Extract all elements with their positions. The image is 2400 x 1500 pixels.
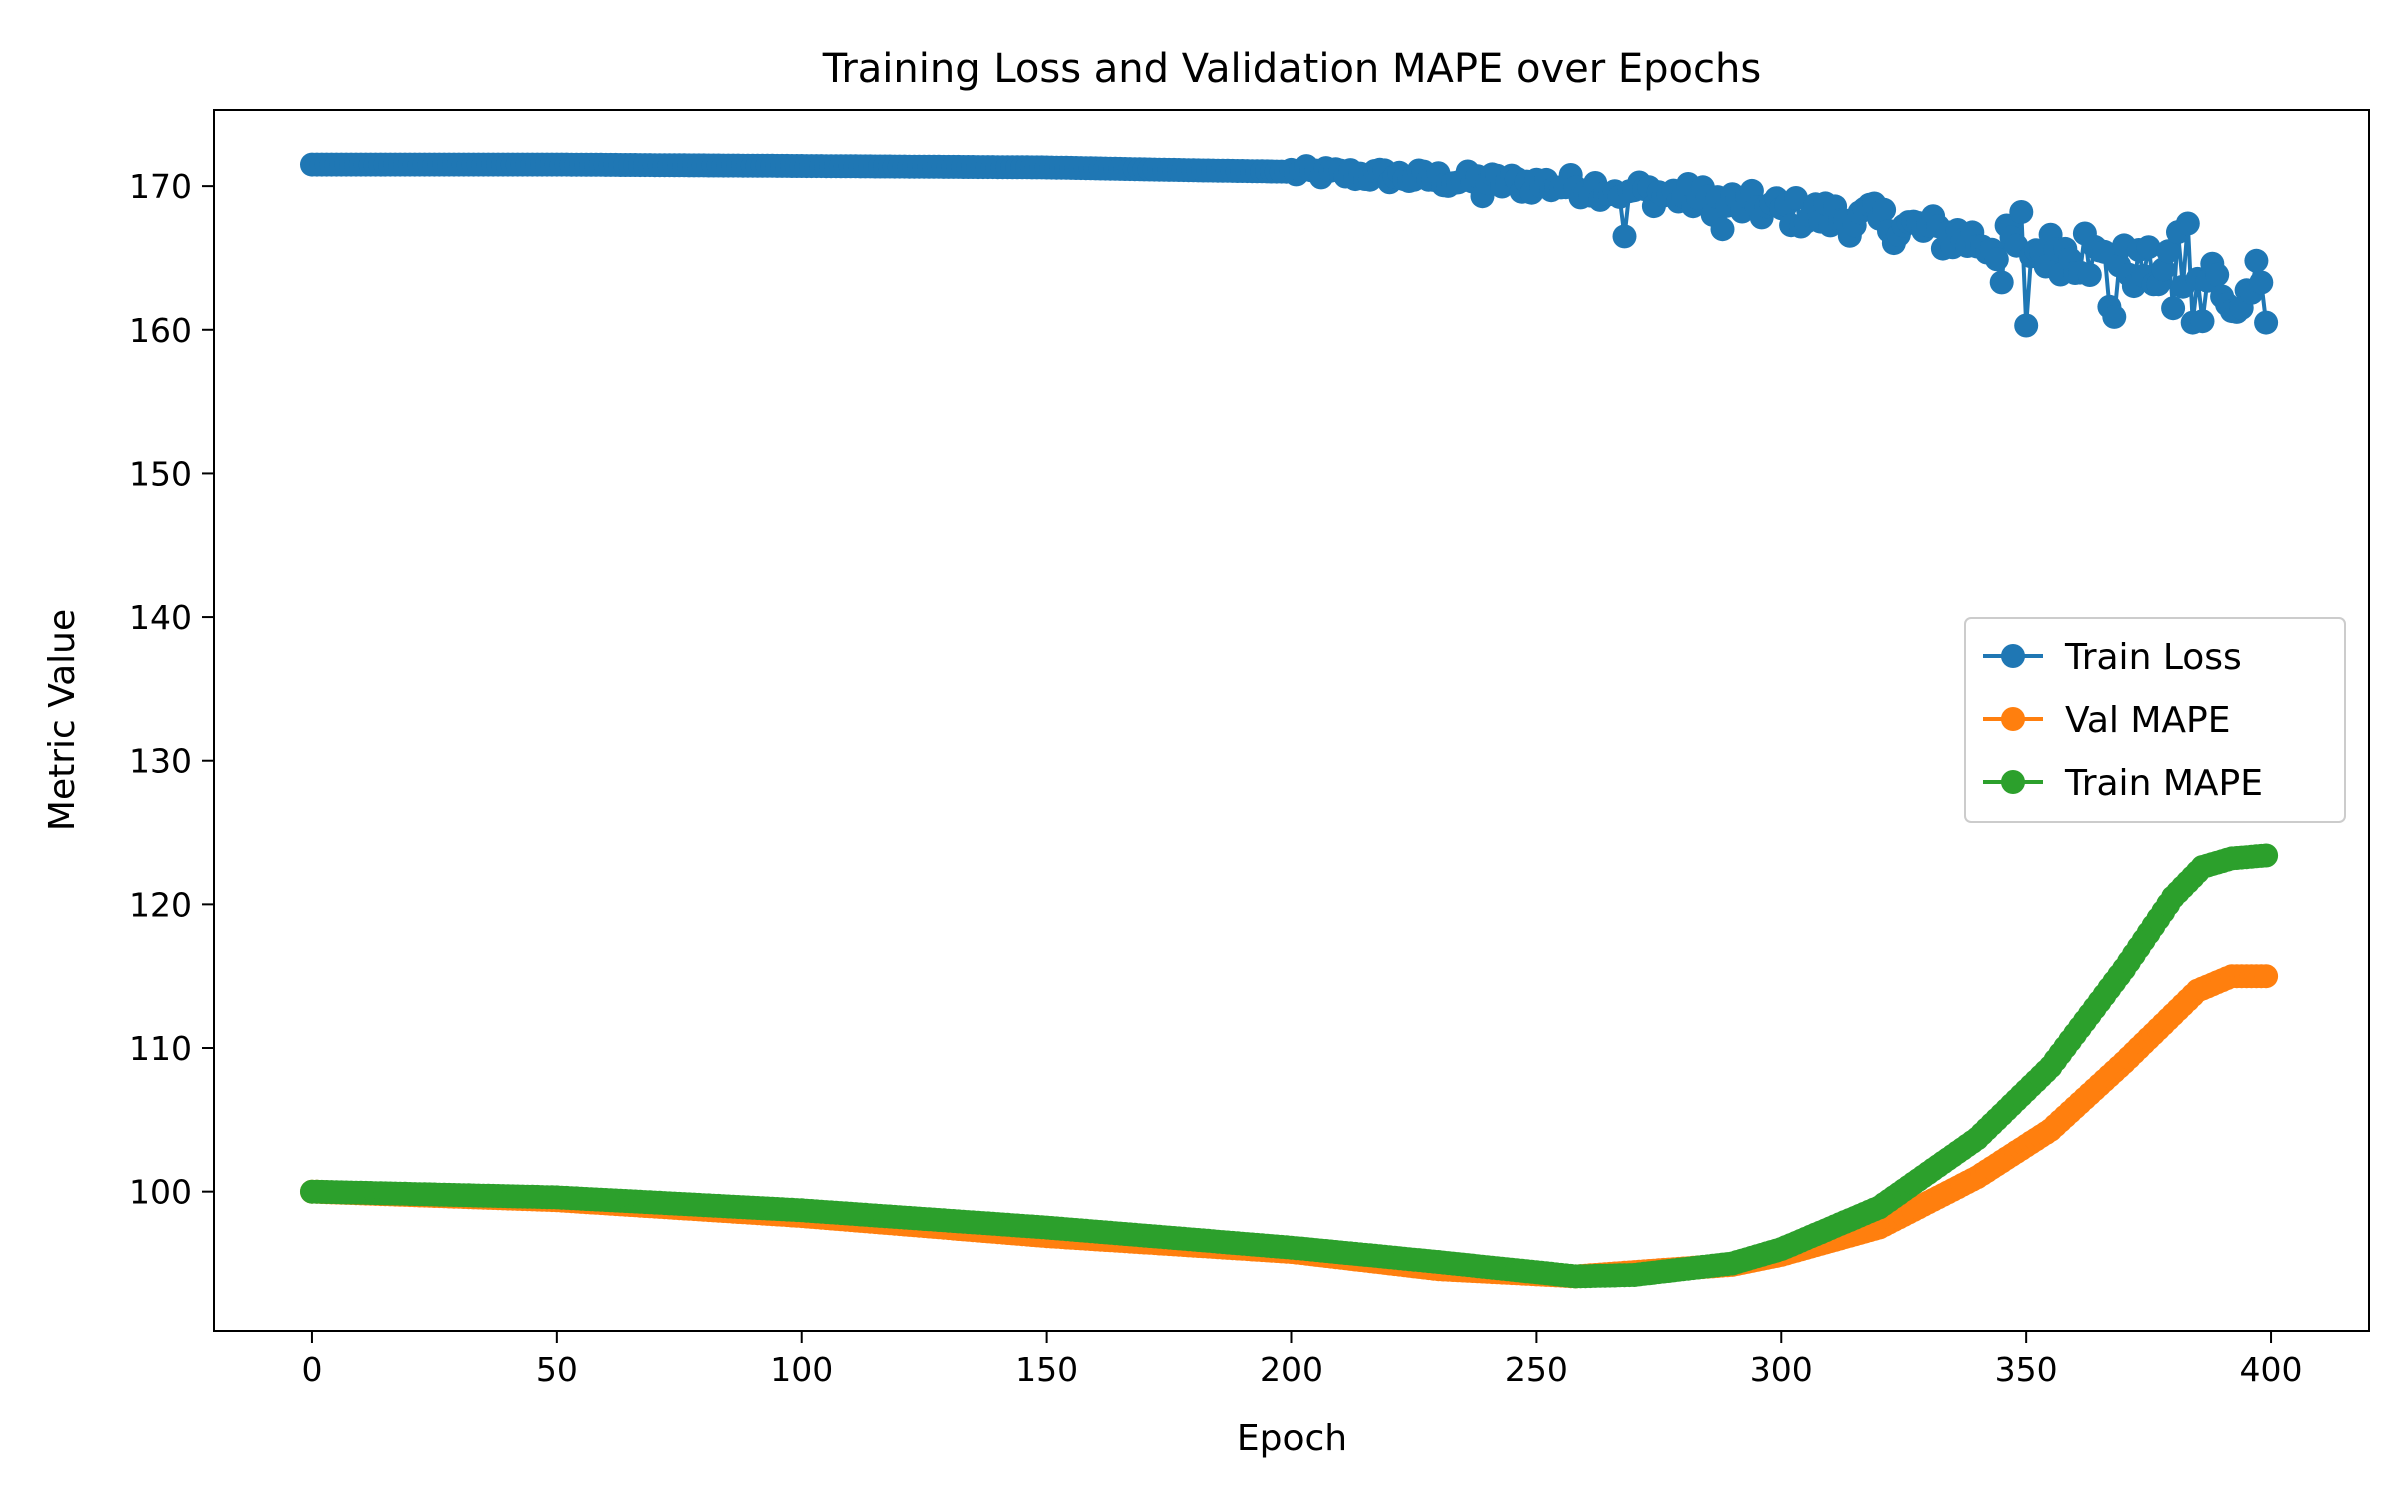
x-tick-label: 250 xyxy=(1505,1350,1568,1389)
legend-box xyxy=(1964,617,2346,823)
data-point xyxy=(2014,313,2039,338)
x-tick-label: 400 xyxy=(2240,1350,2303,1389)
data-point xyxy=(2244,248,2269,273)
data-point xyxy=(2009,200,2034,224)
legend-label: Train Loss xyxy=(2064,637,2242,678)
x-tick-label: 100 xyxy=(770,1350,833,1389)
series-train-loss xyxy=(300,152,2279,338)
x-tick-label: 50 xyxy=(536,1350,578,1389)
data-point xyxy=(2077,263,2102,287)
y-tick-label: 110 xyxy=(129,1029,192,1068)
data-point xyxy=(2205,262,2230,287)
series-train-mape xyxy=(300,843,2279,1289)
x-tick-label: 0 xyxy=(301,1350,322,1389)
data-point xyxy=(1710,217,1735,242)
data-point xyxy=(2254,843,2279,868)
y-tick-label: 170 xyxy=(129,167,192,206)
data-point xyxy=(2175,211,2200,236)
legend[interactable]: Train Loss Val MAPE Train MAPE xyxy=(1964,617,2346,823)
data-point xyxy=(2161,296,2186,321)
y-tick-label: 150 xyxy=(129,454,192,493)
legend-item-train-mape[interactable]: Train MAPE xyxy=(1983,763,2263,804)
plot-area xyxy=(300,152,2279,1289)
y-tick-label: 160 xyxy=(129,311,192,350)
y-axis-label: Metric Value xyxy=(42,609,83,831)
data-point xyxy=(1784,186,1808,210)
legend-marker xyxy=(2001,644,2025,668)
legend-marker xyxy=(2001,707,2025,731)
data-point xyxy=(1989,270,2014,295)
data-point xyxy=(2136,235,2161,260)
data-point xyxy=(2102,304,2127,329)
data-point xyxy=(1612,224,1637,249)
data-point xyxy=(1872,197,1897,222)
x-axis-label: Epoch xyxy=(1237,1418,1347,1459)
legend-item-train-loss[interactable]: Train Loss xyxy=(1983,637,2242,678)
y-tick-label: 130 xyxy=(129,742,192,781)
x-axis-ticks: 0 50 100 150 200 250 300 350 400 xyxy=(301,1331,2303,1389)
y-tick-label: 120 xyxy=(129,885,192,924)
x-tick-label: 200 xyxy=(1260,1350,1323,1389)
chart-title: Training Loss and Validation MAPE over E… xyxy=(822,46,1761,92)
y-axis-ticks: 100 110 120 130 140 150 160 170 xyxy=(129,167,214,1212)
data-point xyxy=(2249,270,2274,295)
legend-label: Val MAPE xyxy=(2065,700,2230,741)
y-tick-label: 140 xyxy=(129,598,192,637)
data-point xyxy=(2156,239,2181,264)
legend-label: Train MAPE xyxy=(2064,763,2263,804)
y-tick-label: 100 xyxy=(129,1173,192,1212)
x-tick-label: 350 xyxy=(1995,1350,2058,1389)
legend-marker xyxy=(2001,770,2025,794)
data-point xyxy=(1984,247,2009,272)
x-tick-label: 150 xyxy=(1015,1350,1078,1389)
x-tick-label: 300 xyxy=(1750,1350,1813,1389)
legend-item-val-mape[interactable]: Val MAPE xyxy=(1983,700,2230,741)
data-point xyxy=(2254,310,2279,335)
data-point xyxy=(2254,964,2279,989)
data-point xyxy=(2190,309,2215,334)
